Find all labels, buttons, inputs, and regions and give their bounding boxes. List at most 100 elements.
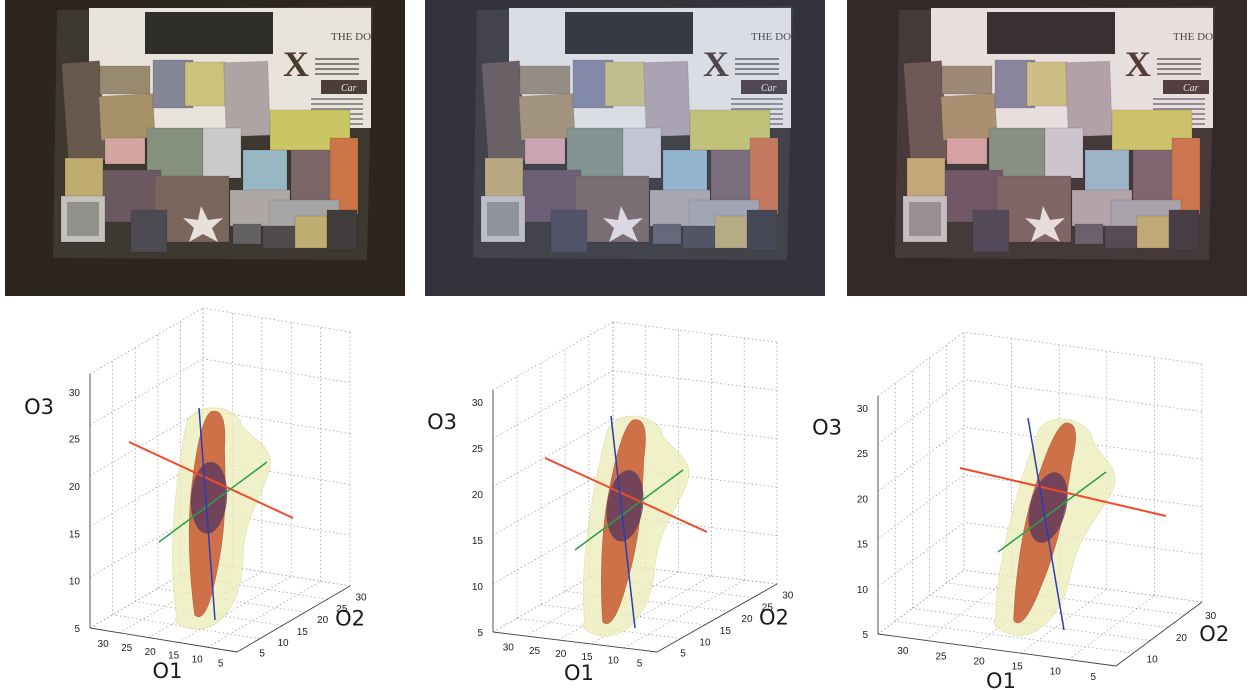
tick-label-o2: 15 — [297, 627, 309, 638]
tick-label-o2: 30 — [782, 591, 794, 602]
isosurface-group — [993, 418, 1116, 636]
axis-label-o2: O2 — [1199, 622, 1229, 646]
tick-label-o1: 25 — [121, 643, 133, 654]
page-logo: X — [703, 44, 729, 84]
color-board: THE DO X Car — [895, 6, 1215, 260]
tick-label-o1: 30 — [503, 643, 515, 654]
tick-label-o2: 20 — [1176, 633, 1188, 644]
tick-label-o1: 15 — [1012, 662, 1024, 673]
tick-labels: 5 10 15 20 25 30 5 10 15 20 25 30 10 20 30 — [857, 404, 1217, 683]
axes-frame — [89, 374, 351, 653]
photo-panel-1: THE DO X Car — [5, 0, 405, 296]
tick-label-o2: 5 — [259, 649, 265, 660]
tick-label-o2: 10 — [278, 638, 290, 649]
tick-label-o1: 10 — [192, 654, 204, 665]
principal-axis-o2 — [158, 461, 268, 543]
illuminant-tint — [5, 0, 405, 296]
tick-label-o3: 5 — [477, 628, 483, 639]
tick-label-o3: 20 — [69, 482, 81, 493]
tick-label-o3: 15 — [472, 536, 484, 547]
star-patch — [603, 206, 643, 242]
axis-label-o1: O1 — [564, 661, 594, 685]
tick-label-o2: 5 — [680, 649, 686, 660]
color-board: THE DO X Car — [53, 6, 373, 260]
principal-axis-o1 — [544, 457, 708, 533]
tick-label-o2: 10 — [1147, 655, 1159, 666]
tick-label-o3: 15 — [69, 529, 81, 540]
tick-label-o3: 15 — [857, 540, 869, 551]
axis-label-o3: O3 — [427, 410, 457, 434]
isosurface-group — [172, 407, 271, 630]
principal-axis-o3 — [198, 407, 216, 621]
tick-label-o2: 20 — [741, 614, 753, 625]
page-logo: X — [1125, 44, 1151, 84]
plot-panel-1: 5 10 15 20 25 30 5 10 15 20 25 30 5 10 15 20 25 30 O3 O1 O2 — [5, 307, 423, 690]
axis-label-o3: O3 — [812, 416, 842, 440]
page-headline: THE DO — [1173, 31, 1213, 43]
axis-label-o1: O1 — [153, 659, 183, 683]
tick-label-o1: 25 — [529, 646, 541, 657]
tick-label-o2: 20 — [317, 615, 329, 626]
axes-frame — [877, 396, 1203, 667]
tick-label-o2: 15 — [720, 626, 732, 637]
illuminant-tint — [847, 0, 1247, 296]
principal-axis-o3 — [610, 415, 636, 629]
page-logo: X — [283, 44, 309, 84]
plot-panel-3: 5 10 15 20 25 30 5 10 15 20 25 30 10 20 30 O3 O1 O2 — [812, 331, 1252, 690]
tick-label-o3: 20 — [857, 494, 869, 505]
tick-label-o3: 25 — [69, 435, 81, 446]
axis-label-o2: O2 — [335, 607, 365, 631]
principal-axis-o3 — [1027, 417, 1065, 631]
tick-label-o3: 10 — [69, 577, 81, 588]
tick-label-o1: 20 — [974, 656, 986, 667]
plot-panel-2: 5 10 15 20 25 30 5 10 15 20 25 30 5 10 15 20 25 30 O3 O1 O2 — [425, 321, 843, 690]
principal-axis-o2 — [997, 471, 1107, 553]
tick-label-o1: 5 — [1091, 672, 1097, 683]
axis-label-o3: O3 — [24, 395, 54, 419]
star-patch — [1025, 206, 1065, 242]
star-patch — [183, 206, 223, 242]
axes-frame — [492, 390, 778, 653]
color-board: THE DO X Car — [473, 6, 793, 260]
tick-labels: 5 10 15 20 25 30 5 10 15 20 25 30 5 10 15 20 25 30 — [69, 388, 367, 670]
tick-label-o3: 25 — [472, 444, 484, 455]
illuminant-tint — [425, 0, 825, 296]
tick-label-o1: 15 — [168, 651, 180, 662]
axis-label-o1: O1 — [986, 669, 1016, 690]
page-subhead: Car — [1183, 83, 1199, 94]
tick-label-o1: 20 — [555, 649, 567, 660]
tick-label-o3: 20 — [472, 490, 484, 501]
tick-labels: 5 10 15 20 25 30 5 10 15 20 25 30 5 10 15 20 25 30 — [472, 398, 794, 669]
tick-label-o1: 10 — [1050, 667, 1062, 678]
page-headline: THE DO — [331, 31, 371, 43]
inner-isosurface — [190, 461, 228, 534]
tick-label-o1: 5 — [637, 659, 643, 670]
principal-axis-o1 — [959, 467, 1167, 517]
tick-label-o2: 25 — [336, 604, 348, 615]
page-subhead: Car — [761, 83, 777, 94]
tick-label-o1: 20 — [145, 647, 157, 658]
tick-label-o1: 30 — [897, 646, 909, 657]
tick-label-o1: 5 — [218, 658, 224, 669]
photo-panel-2: THE DO X Car — [425, 0, 825, 296]
photo-panel-3: THE DO X Car — [847, 0, 1247, 296]
tick-label-o2: 30 — [1205, 611, 1217, 622]
principal-axis-o1 — [128, 441, 294, 519]
tick-label-o3: 30 — [69, 388, 81, 399]
tick-label-o1: 10 — [608, 655, 620, 666]
page-headline: THE DO — [751, 31, 791, 43]
tick-label-o3: 10 — [857, 585, 869, 596]
tick-label-o3: 10 — [472, 582, 484, 593]
tick-label-o3: 5 — [74, 624, 80, 635]
tick-label-o1: 30 — [98, 639, 110, 650]
axis-label-o2: O2 — [759, 606, 789, 630]
tick-label-o2: 30 — [355, 593, 367, 604]
tick-label-o1: 25 — [935, 651, 947, 662]
tick-label-o1: 15 — [581, 652, 593, 663]
inner-isosurface — [606, 469, 644, 542]
tick-label-o2: 25 — [762, 602, 774, 613]
tick-label-o2: 10 — [699, 638, 711, 649]
principal-axis-o2 — [574, 469, 684, 551]
tick-label-o3: 5 — [862, 630, 868, 641]
page-subhead: Car — [341, 83, 357, 94]
